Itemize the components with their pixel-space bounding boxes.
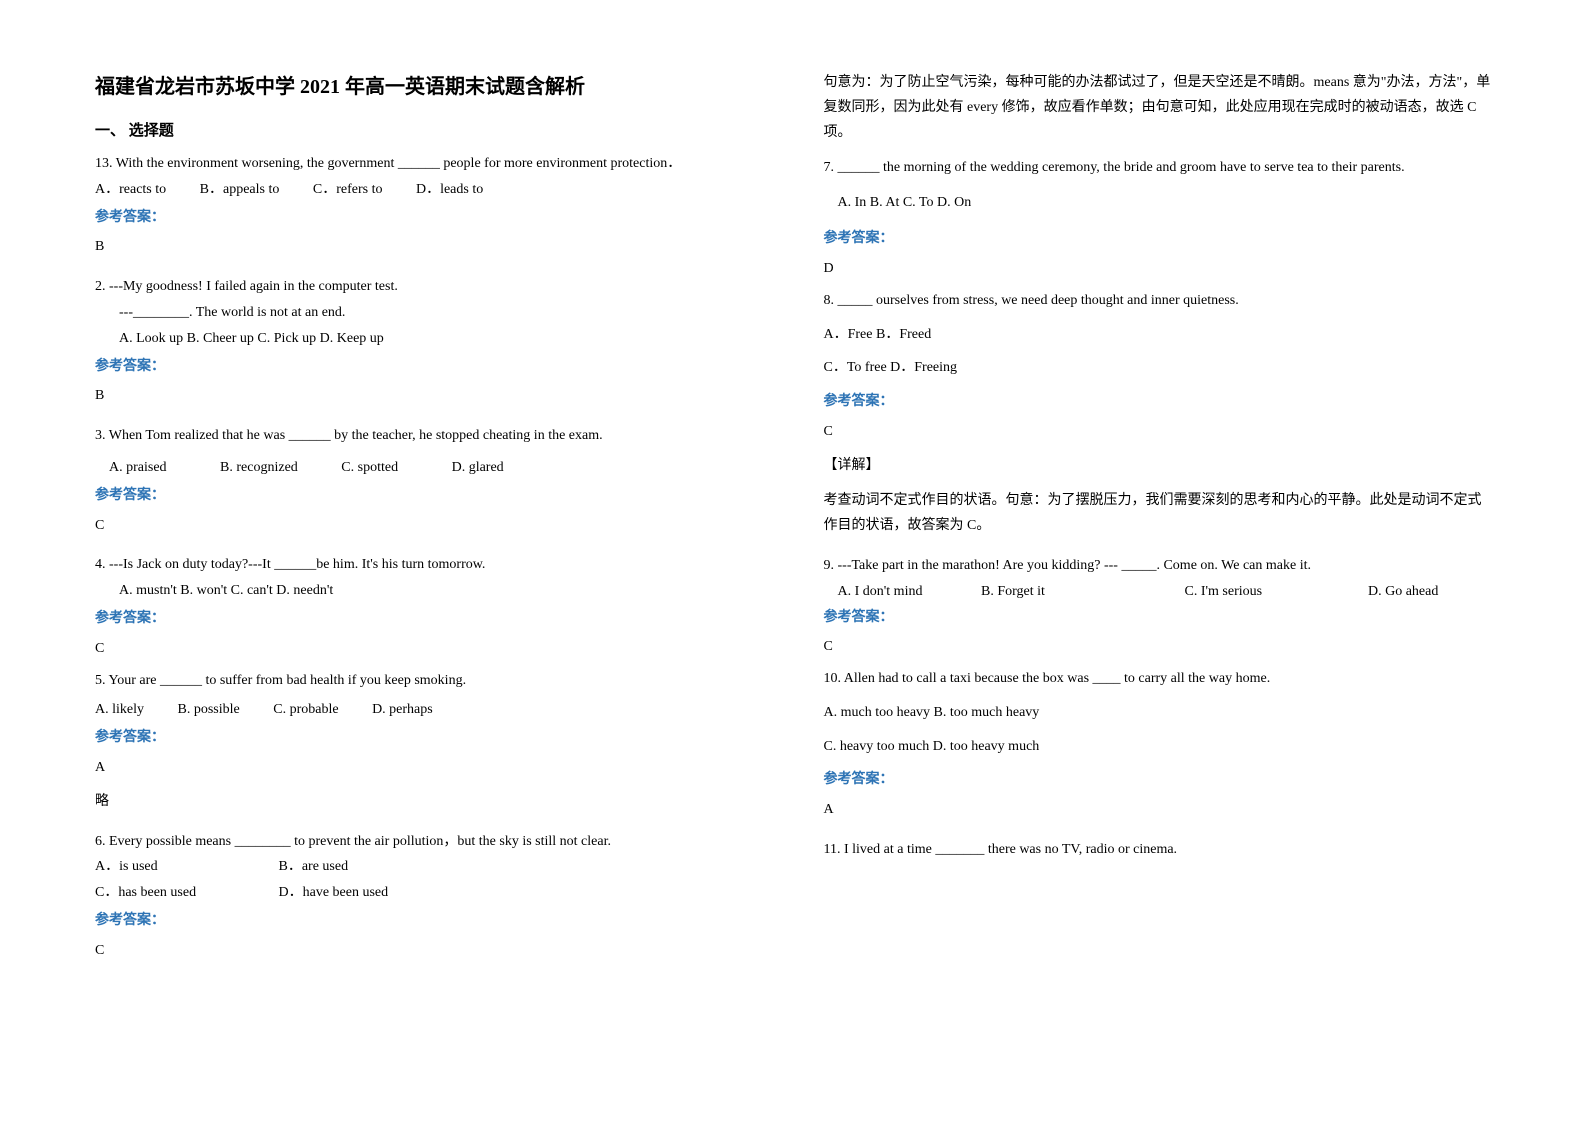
question-7: 7. ______ the morning of the wedding cer…	[824, 156, 1493, 283]
q10-answer-label: 参考答案：	[824, 768, 1493, 792]
right-column: 句意为：为了防止空气污染，每种可能的办法都试过了，但是天空还是不晴朗。means…	[824, 70, 1493, 1052]
q3-optD: D. glared	[452, 460, 504, 475]
q9-answer: C	[824, 635, 1493, 659]
q13-text: 13. With the environment worsening, the …	[95, 152, 764, 176]
q8-answer-label: 参考答案：	[824, 390, 1493, 414]
q5-text: 5. Your are ______ to suffer from bad he…	[95, 669, 764, 693]
question-3: 3. When Tom realized that he was ______ …	[95, 424, 764, 547]
q6-explain: 句意为：为了防止空气污染，每种可能的办法都试过了，但是天空还是不晴朗。means…	[824, 70, 1493, 146]
q6-optA: A．is used	[95, 855, 275, 879]
q2-answer-label: 参考答案：	[95, 355, 764, 379]
q8-optionsAB: A．Free B．Freed	[824, 323, 1493, 347]
q6-optionsCD: C．has been used D．have been used	[95, 881, 764, 905]
q13-optC: C．refers to	[313, 182, 383, 197]
q5-optC: C. probable	[273, 702, 338, 717]
q5-answer: A	[95, 756, 764, 780]
q7-answer-label: 参考答案：	[824, 227, 1493, 251]
q6-optB: B．are used	[279, 859, 349, 874]
q11-text: 11. I lived at a time _______ there was …	[824, 838, 1493, 862]
question-6: 6. Every possible means ________ to prev…	[95, 830, 764, 973]
q10-optionsAB: A. much too heavy B. too much heavy	[824, 701, 1493, 725]
q6-optionsAB: A．is used B．are used	[95, 855, 764, 879]
q6-optD: D．have been used	[279, 885, 389, 900]
q2-options: A. Look up B. Cheer up C. Pick up D. Kee…	[95, 327, 764, 351]
q5-note: 略	[95, 790, 764, 814]
left-column: 福建省龙岩市苏坂中学 2021 年高一英语期末试题含解析 一、 选择题 13. …	[95, 70, 764, 1052]
q3-answer-label: 参考答案：	[95, 484, 764, 508]
q6-answer: C	[95, 939, 764, 963]
q9-optC: C. I'm serious	[1185, 580, 1365, 604]
question-9: 9. ---Take part in the marathon! Are you…	[824, 554, 1493, 661]
q8-answer: C	[824, 420, 1493, 444]
q3-answer: C	[95, 514, 764, 538]
q2-line2: ---________. The world is not at an end.	[95, 301, 764, 325]
q6-answer-label: 参考答案：	[95, 909, 764, 933]
q9-answer-label: 参考答案：	[824, 606, 1493, 630]
question-13: 13. With the environment worsening, the …	[95, 152, 764, 269]
q13-answer-label: 参考答案：	[95, 206, 764, 230]
question-2: 2. ---My goodness! I failed again in the…	[95, 275, 764, 418]
q5-optD: D. perhaps	[372, 702, 433, 717]
q5-answer-label: 参考答案：	[95, 726, 764, 750]
q9-optA: A. I don't mind	[838, 580, 978, 604]
q3-optB: B. recognized	[220, 460, 298, 475]
q5-optB: B. possible	[178, 702, 240, 717]
q4-answer-label: 参考答案：	[95, 607, 764, 631]
q3-optA: A. praised	[109, 460, 167, 475]
question-10: 10. Allen had to call a taxi because the…	[824, 667, 1493, 832]
q3-options: A. praised B. recognized C. spotted D. g…	[95, 456, 764, 480]
q13-options: A．reacts to B．appeals to C．refers to D．l…	[95, 178, 764, 202]
page-title: 福建省龙岩市苏坂中学 2021 年高一英语期末试题含解析	[95, 70, 764, 99]
q8-text: 8. _____ ourselves from stress, we need …	[824, 289, 1493, 313]
q9-text: 9. ---Take part in the marathon! Are you…	[824, 554, 1493, 578]
q13-optD: D．leads to	[416, 182, 483, 197]
q7-text: 7. ______ the morning of the wedding cer…	[824, 156, 1493, 180]
q9-optD: D. Go ahead	[1368, 584, 1438, 599]
q9-optB: B. Forget it	[981, 580, 1181, 604]
q9-options: A. I don't mind B. Forget it C. I'm seri…	[824, 580, 1493, 604]
q10-text: 10. Allen had to call a taxi because the…	[824, 667, 1493, 691]
question-8: 8. _____ ourselves from stress, we need …	[824, 289, 1493, 548]
q4-answer: C	[95, 637, 764, 661]
q4-text: 4. ---Is Jack on duty today?---It ______…	[95, 553, 764, 577]
q6-optC: C．has been used	[95, 881, 275, 905]
q7-answer: D	[824, 257, 1493, 281]
question-11: 11. I lived at a time _______ there was …	[824, 838, 1493, 864]
q13-optA: A．reacts to	[95, 182, 166, 197]
q10-optionsCD: C. heavy too much D. too heavy much	[824, 735, 1493, 759]
q5-optA: A. likely	[95, 702, 144, 717]
q4-options: A. mustn't B. won't C. can't D. needn't	[95, 579, 764, 603]
q8-explain-label: 【详解】	[824, 454, 1493, 478]
section-header: 一、 选择题	[95, 119, 764, 140]
q13-answer: B	[95, 235, 764, 259]
q2-answer: B	[95, 384, 764, 408]
question-5: 5. Your are ______ to suffer from bad he…	[95, 669, 764, 824]
q10-answer: A	[824, 798, 1493, 822]
q3-text: 3. When Tom realized that he was ______ …	[95, 424, 764, 448]
q3-optC: C. spotted	[341, 460, 398, 475]
q8-optionsCD: C．To free D．Freeing	[824, 356, 1493, 380]
q8-explain: 考查动词不定式作目的状语。句意：为了摆脱压力，我们需要深刻的思考和内心的平静。此…	[824, 488, 1493, 538]
q2-text: 2. ---My goodness! I failed again in the…	[95, 275, 764, 299]
question-4: 4. ---Is Jack on duty today?---It ______…	[95, 553, 764, 662]
q5-options: A. likely B. possible C. probable D. per…	[95, 698, 764, 722]
q7-options: A. In B. At C. To D. On	[824, 191, 1493, 215]
q13-optB: B．appeals to	[200, 182, 280, 197]
q6-text: 6. Every possible means ________ to prev…	[95, 830, 764, 854]
